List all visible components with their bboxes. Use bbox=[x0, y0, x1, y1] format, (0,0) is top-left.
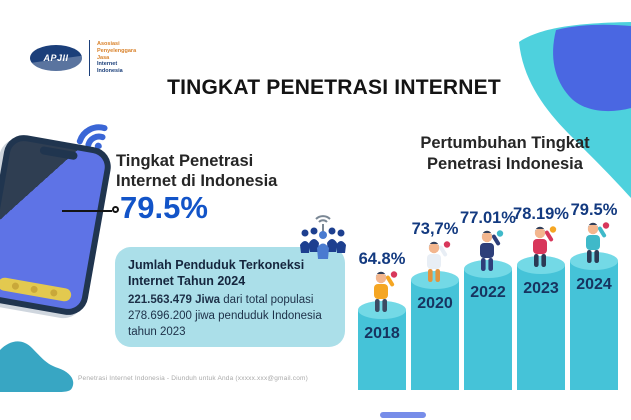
info-after-highlight: dari total populasi bbox=[220, 293, 314, 306]
population-year-line: tahun 2023 bbox=[128, 326, 186, 339]
bar-year-label: 2018 bbox=[364, 325, 400, 342]
apjii-logo-oval: APJII bbox=[30, 45, 82, 71]
logo-divider bbox=[89, 40, 90, 76]
total-population-line: 278.696.200 jiwa penduduk Indonesia bbox=[128, 309, 322, 322]
page-title: TINGKAT PENETRASI INTERNET bbox=[167, 76, 501, 99]
org-line: Jasa bbox=[97, 54, 110, 61]
corner-blob-bottom-left bbox=[0, 341, 74, 392]
bar-year-label: 2023 bbox=[523, 280, 559, 297]
connected-population-number: 221.563.479 Jiwa bbox=[128, 293, 221, 306]
corner-blob-top-right bbox=[519, 22, 631, 198]
info-title-line1: Jumlah Penduduk Terkoneksi bbox=[128, 258, 305, 272]
person-2022-icon bbox=[480, 230, 504, 271]
chart-title: Pertumbuhan Tingkat Penetrasi Indonesia bbox=[415, 133, 595, 174]
org-line: Asosiasi bbox=[97, 40, 120, 47]
org-line: Internet bbox=[97, 61, 118, 68]
callout-dot bbox=[112, 206, 119, 213]
apjii-logo-abbr: APJII bbox=[43, 53, 69, 63]
bar-2023: 78.19% 2023 bbox=[513, 205, 569, 390]
bar-value-label: 64.8% bbox=[358, 250, 406, 268]
org-line: Penyelenggara bbox=[97, 47, 137, 54]
bar-top-ellipse bbox=[411, 271, 459, 289]
bar-2020: 73,7% 2020 bbox=[411, 220, 459, 390]
bar-value-label: 77.01% bbox=[460, 209, 516, 227]
page-indicator bbox=[380, 412, 426, 418]
bar-top-ellipse bbox=[570, 252, 618, 270]
bar-value-label: 79.5% bbox=[570, 201, 618, 219]
bar-top-ellipse bbox=[358, 301, 406, 319]
bar-value-label: 73,7% bbox=[411, 220, 459, 238]
apjii-org-name: Asosiasi Penyelenggara Jasa Internet Ind… bbox=[97, 41, 136, 75]
watermark-text: Penetrasi Internet Indonesia - Diunduh u… bbox=[78, 375, 308, 382]
bar-2022: 77.01% 2022 bbox=[460, 209, 516, 390]
callout-line bbox=[62, 210, 112, 212]
left-heading-line2: Internet di Indonesia bbox=[116, 171, 278, 190]
person-2020-icon bbox=[427, 241, 451, 282]
info-title-line2: Internet Tahun 2024 bbox=[128, 274, 246, 289]
connected-population-box: Jumlah Penduduk Terkoneksi Internet Tahu… bbox=[115, 247, 345, 347]
person-2024-icon bbox=[586, 222, 610, 263]
bar-2018: 64.8% 2018 bbox=[358, 250, 406, 390]
phone-notch bbox=[39, 145, 79, 161]
phone-screen bbox=[0, 138, 107, 312]
left-heading: Tingkat Penetrasi Internet di Indonesia bbox=[116, 152, 286, 192]
smartphone-illustration bbox=[0, 131, 114, 319]
bar-top-ellipse bbox=[464, 260, 512, 278]
info-box-body: 221.563.479 Jiwa dari total populasi 278… bbox=[128, 292, 332, 341]
info-box-title: Jumlah Penduduk Terkoneksi Internet Tahu… bbox=[128, 257, 332, 290]
crowd-broadcast-icon bbox=[300, 215, 346, 259]
chart-title-line1: Pertumbuhan Tingkat bbox=[420, 134, 590, 152]
person-2023-icon bbox=[533, 226, 557, 267]
bar-top-ellipse bbox=[517, 256, 565, 274]
bar-year-label: 2024 bbox=[576, 276, 612, 293]
bar-2024: 79.5% 2024 bbox=[570, 201, 618, 390]
apjii-logo: APJII Asosiasi Penyelenggara Jasa Intern… bbox=[30, 40, 136, 76]
person-2018-icon bbox=[374, 271, 398, 312]
bar-year-label: 2022 bbox=[470, 284, 506, 301]
chart-title-line2: Penetrasi Indonesia bbox=[427, 154, 583, 173]
penetration-rate-value: 79.5% bbox=[120, 190, 208, 225]
bar-value-label: 78.19% bbox=[513, 205, 569, 223]
org-line: Indonesia bbox=[97, 68, 123, 75]
bar-year-label: 2020 bbox=[417, 295, 453, 312]
penetration-growth-bar-chart: 64.8% 2018 73,7% 2020 77.01% 2022 78.19% 20… bbox=[350, 190, 631, 390]
phone-button-bar bbox=[0, 276, 73, 303]
left-heading-line1: Tingkat Penetrasi bbox=[116, 152, 254, 170]
